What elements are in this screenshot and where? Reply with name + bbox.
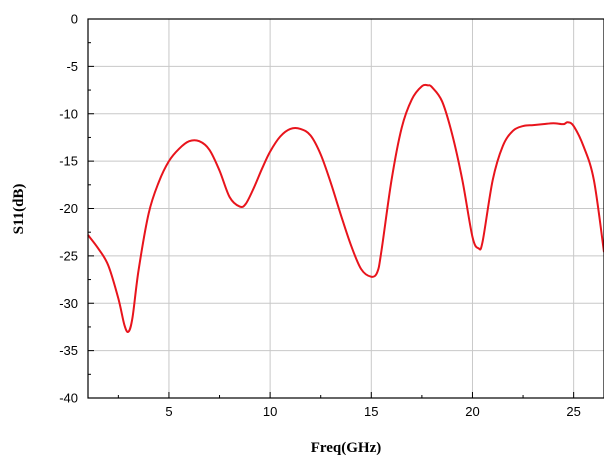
y-tick-label: -40 bbox=[59, 391, 78, 406]
y-tick-label: -20 bbox=[59, 201, 78, 216]
y-tick-label: -30 bbox=[59, 296, 78, 311]
y-axis-title: S11(dB) bbox=[11, 184, 27, 235]
x-tick-label: 10 bbox=[263, 404, 277, 419]
y-tick-label: 0 bbox=[71, 12, 78, 27]
axis-ticks: 5 10 15 20 25 0 -5 -10 -15 -20 -25 -30 -35 -40 bbox=[59, 12, 581, 420]
x-axis-title: Freq(GHz) bbox=[311, 440, 382, 456]
grid-lines bbox=[88, 19, 604, 398]
x-tick-label: 20 bbox=[465, 404, 479, 419]
y-tick-label: -15 bbox=[59, 154, 78, 169]
series-layer bbox=[87, 83, 604, 333]
x-tick-label: 5 bbox=[165, 404, 172, 419]
y-tick-label: -25 bbox=[59, 248, 78, 263]
y-tick-label: -10 bbox=[59, 106, 78, 121]
s11-series-line bbox=[87, 83, 604, 333]
x-tick-label: 25 bbox=[566, 404, 580, 419]
y-tick-label: -35 bbox=[59, 343, 78, 358]
x-tick-label: 15 bbox=[364, 404, 378, 419]
y-tick-label: -5 bbox=[66, 59, 78, 74]
